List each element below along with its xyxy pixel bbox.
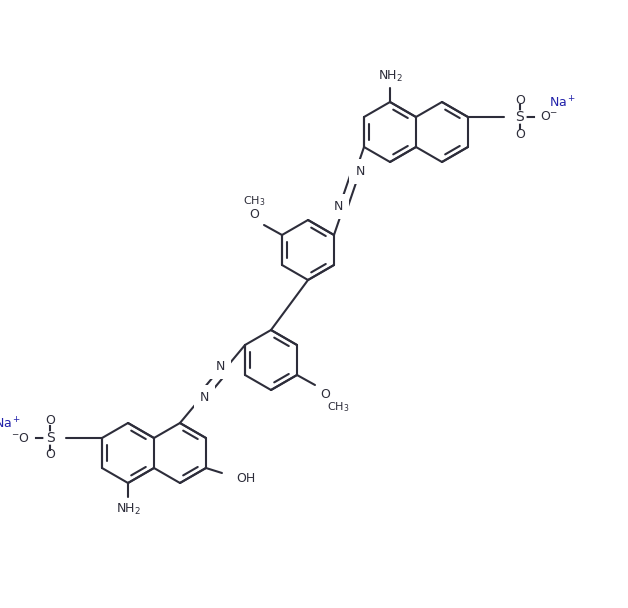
Text: O: O (45, 449, 55, 461)
Text: O: O (515, 94, 525, 106)
Text: O: O (320, 389, 330, 401)
Text: CH$_3$: CH$_3$ (243, 194, 265, 208)
Text: N: N (216, 360, 225, 373)
Text: N: N (333, 200, 343, 213)
Text: O: O (515, 128, 525, 140)
Text: OH: OH (236, 471, 255, 485)
Circle shape (44, 432, 56, 444)
Text: S: S (516, 110, 524, 124)
Text: N: N (355, 165, 365, 178)
Text: N: N (200, 391, 209, 404)
Text: S: S (46, 431, 55, 445)
Text: CH$_3$: CH$_3$ (327, 400, 349, 414)
Text: $^{-}$O: $^{-}$O (11, 432, 30, 444)
Text: Na$^+$: Na$^+$ (550, 95, 577, 111)
Text: NH$_2$: NH$_2$ (377, 69, 403, 83)
Circle shape (514, 111, 526, 123)
Text: O: O (45, 415, 55, 427)
Text: NH$_2$: NH$_2$ (116, 502, 141, 517)
Text: Na$^+$: Na$^+$ (0, 416, 21, 432)
Text: O$^{-}$: O$^{-}$ (540, 111, 558, 123)
Text: O: O (249, 209, 259, 221)
